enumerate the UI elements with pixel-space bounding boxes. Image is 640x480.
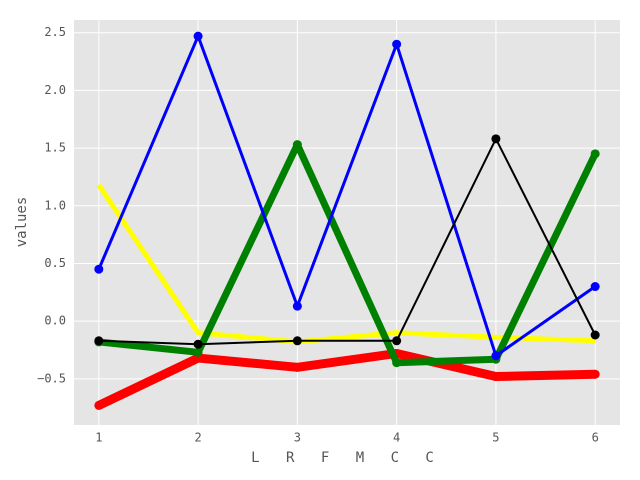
y-tick-label: −0.5 (37, 371, 66, 385)
line (98, 137, 597, 346)
marker (292, 336, 302, 346)
x-tick-label: 6 (592, 431, 599, 445)
marker (590, 369, 600, 379)
y-tick-label: 2.0 (44, 83, 66, 97)
marker (193, 31, 203, 41)
y-tick-label: 0.0 (44, 314, 66, 328)
y-tick-label: 0.5 (44, 256, 66, 270)
marker (94, 336, 104, 346)
x-tick-label: 3 (294, 431, 301, 445)
y-tick-label: 1.5 (44, 141, 66, 155)
y-tick-label: 2.5 (44, 25, 66, 39)
marker (590, 282, 600, 292)
line (96, 348, 596, 410)
marker (392, 39, 402, 49)
marker (491, 351, 501, 361)
x-axis-label: L R F M C C (251, 450, 443, 466)
marker (94, 400, 104, 410)
y-axis-label: values (14, 197, 30, 248)
marker (94, 264, 104, 274)
marker (392, 358, 402, 368)
y-tick-label: 1.0 (44, 198, 66, 212)
x-tick-label: 1 (95, 431, 102, 445)
marker (292, 140, 302, 150)
marker (491, 134, 501, 144)
marker (193, 347, 203, 357)
x-tick-label: 4 (393, 431, 400, 445)
marker (590, 330, 600, 340)
marker (590, 149, 600, 159)
marker (392, 336, 402, 346)
line (97, 34, 597, 358)
marker (491, 372, 501, 382)
line (98, 141, 599, 367)
x-tick-label: 2 (194, 431, 201, 445)
marker (292, 301, 302, 311)
x-tick-label: 5 (492, 431, 499, 445)
line (96, 183, 596, 345)
marker (193, 339, 203, 349)
marker (292, 362, 302, 372)
